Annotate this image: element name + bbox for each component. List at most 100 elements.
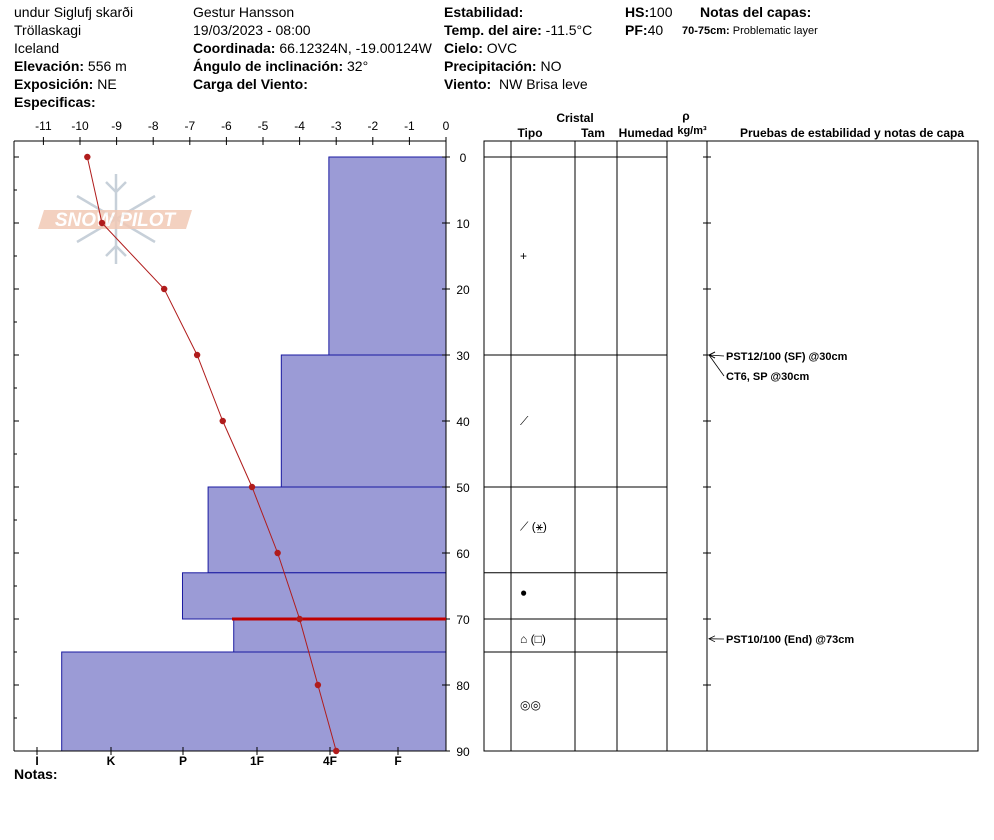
temperature-point [219,417,226,425]
hs-label: HS: [625,4,650,20]
layer-note: 70-75cm: Problematic layer [682,23,818,39]
wind-value: NW Brisa leve [498,76,588,92]
hardness-layer-bar [207,486,447,574]
snow-pilot-logo: SNOW PILOT [38,210,192,231]
test-note-arrow [708,354,725,357]
hardness-layers [61,156,447,752]
depth-tick-label: 40 [456,415,470,429]
temperature-line [86,156,337,752]
temperature-point [333,747,340,755]
temp-tick-label: -11 [35,119,52,133]
pf-field: PF:40 [625,22,663,38]
pf-value: 40 [647,22,664,38]
arrow-head-icon [708,351,716,359]
hs-field: HS:100 [625,4,672,20]
depth-tick-label: 50 [456,481,470,495]
hardness-axis: I K P 1F 4F F [35,747,402,768]
temp-tick-label: -2 [367,119,378,133]
profile-frame [13,140,447,752]
precip-label: Precipitación: [444,58,537,74]
location-name: undur Siglufj skarði [14,4,134,20]
crystal-header: Cristal [556,111,593,125]
arrow-head-icon [708,635,716,643]
crystal-symbol: ● [520,586,527,600]
depth-axis: 0 10 20 30 40 50 60 70 80 90 [14,151,470,759]
hardness-tick-label: 1F [250,754,264,768]
elevation-label: Elevación: [14,58,85,74]
temperature-point [274,549,281,557]
hardness-layer-bar [233,618,447,653]
logo-text: SNOW PILOT [55,210,177,231]
depth-tick-label: 30 [456,349,470,363]
layer-note-range: 70-75cm: [682,25,730,37]
sky-label: Cielo: [444,40,483,56]
aspect-field: Exposición: NE [14,76,117,92]
temp-tick-label: 0 [443,119,450,133]
temp-tick-label: -10 [71,119,89,133]
country-name: Iceland [14,40,60,56]
crystal-symbol: ⌂ (□) [520,632,546,646]
test-note-text: CT6, SP @30cm [726,371,810,383]
temperature-point [248,483,256,491]
crystal-symbol: + [520,249,527,263]
crystal-symbol: ⟋ [520,414,529,428]
slope-field: Ángulo de inclinación: 32° [193,58,368,74]
depth-tick-label: 80 [456,679,470,693]
depth-tick-label: 70 [456,613,470,627]
observation-datetime: 19/03/2023 - 08:00 [193,22,311,38]
temp-tick-label: -3 [331,119,342,133]
crystal-symbols: + ⟋ ⟋ (⚹̲) ● ⌂ (□) ◎◎ [520,249,547,712]
density-unit-header: kg/m³ [677,125,707,137]
slope-label: Ángulo de inclinación: [193,58,344,74]
elevation-field: Elevación: 556 m [14,58,127,74]
temperature-profile [84,153,446,755]
slope-value: 32° [347,58,369,74]
layer-table: Cristal Tipo Tam Humedad ρ kg/m³ Pruebas… [483,109,979,752]
coordinate-value: 66.12324N, -19.00124W [279,40,432,56]
sky-field: Cielo: OVC [444,40,517,56]
table-border [483,140,979,752]
hardness-layer-bar [61,651,447,752]
observer-name: Gestur Hansson [193,4,295,20]
temperature-point [84,153,91,161]
pf-label: PF: [625,22,648,38]
coordinate-label: Coordinada: [193,40,276,56]
test-note-text: PST10/100 (End) @73cm [726,634,854,646]
precip-field: Precipitación: NO [444,58,561,74]
temperature-point [160,285,168,293]
hardness-tick-label: 4F [323,754,337,768]
temp-tick-label: -9 [111,119,122,133]
temp-tick-label: -4 [294,119,305,133]
precip-value: NO [540,58,562,74]
hardness-layer-bar [280,354,447,488]
depth-tick-label: 10 [456,217,470,231]
temperature-point [296,615,303,623]
wind-load-label: Carga del Viento: [193,76,308,92]
temperature-point [98,219,106,227]
rho-header: ρ [682,109,689,123]
wind-field: Viento: NW Brisa leve [444,76,588,92]
elevation-value: 556 m [87,58,127,74]
region-name: Tröllaskagi [14,22,82,38]
coordinate-field: Coordinada: 66.12324N, -19.00124W [193,40,432,56]
hardness-tick-label: I [35,754,38,768]
layer-notes-label: Notas del capas: [700,4,812,20]
aspect-value: NE [97,76,117,92]
temperature-axis: -11 -10 -9 -8 -7 -6 -5 -4 -3 -2 -1 0 [35,119,450,145]
tests-header: Pruebas de estabilidad y notas de capa [740,126,964,140]
specifics-label: Especificas: [14,94,96,110]
hardness-tick-label: K [107,754,116,768]
size-header: Tam [581,126,605,140]
hardness-layer-bar [181,572,447,620]
air-temp-label: Temp. del aire: [444,22,542,38]
temp-tick-label: -7 [184,119,195,133]
hardness-tick-label: F [394,754,401,768]
air-temp-field: Temp. del aire: -11.5°C [444,22,592,38]
depth-tick-label: 0 [460,151,467,165]
wind-label: Viento: [444,76,492,92]
crystal-symbol: ◎◎ [520,698,541,712]
temperature-point [193,351,201,359]
depth-tick-label: 60 [456,547,470,561]
hs-value: 100 [649,4,673,20]
